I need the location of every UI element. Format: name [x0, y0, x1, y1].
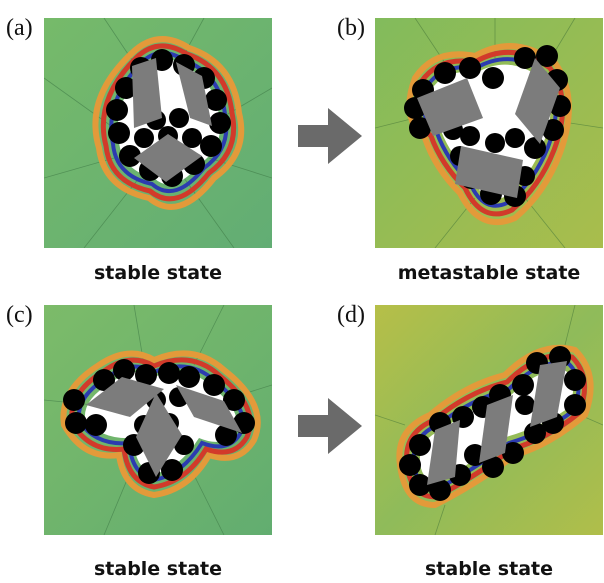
panel-c: (c) — [6, 303, 272, 535]
rhombus-11 — [479, 395, 513, 463]
panel-d-field — [375, 305, 603, 535]
rhombus-7 — [86, 377, 164, 417]
panel-label-d: (d) — [337, 302, 365, 328]
panel-a: (a) — [6, 16, 272, 248]
panel-b: (b) — [337, 16, 603, 248]
panel-c-field — [44, 305, 272, 535]
rhombus-10 — [427, 420, 460, 485]
panel-b-field — [375, 18, 603, 248]
caption-d: stable state — [424, 558, 553, 580]
rhombus-4 — [417, 78, 483, 136]
rhombus-12 — [530, 361, 567, 427]
rhombus-9 — [136, 393, 182, 477]
rhombus-5 — [515, 58, 560, 144]
arrow-right-icon — [298, 398, 362, 454]
panel-d: (d) — [337, 303, 603, 535]
rhombus-6 — [455, 146, 523, 198]
rhombus-3 — [134, 134, 202, 182]
rhombus-2 — [176, 62, 212, 126]
panel-label-b: (b) — [337, 15, 365, 41]
caption-a: stable state — [93, 262, 222, 284]
rhombus-1 — [132, 58, 162, 128]
caption-c: stable state — [93, 558, 222, 580]
panel-label-c: (c) — [6, 302, 33, 328]
panel-label-a: (a) — [6, 15, 33, 41]
arrow-right-icon — [298, 108, 362, 164]
panel-a-field — [44, 18, 272, 248]
rhombus-8 — [176, 385, 242, 433]
caption-b: metastable state — [397, 262, 581, 284]
